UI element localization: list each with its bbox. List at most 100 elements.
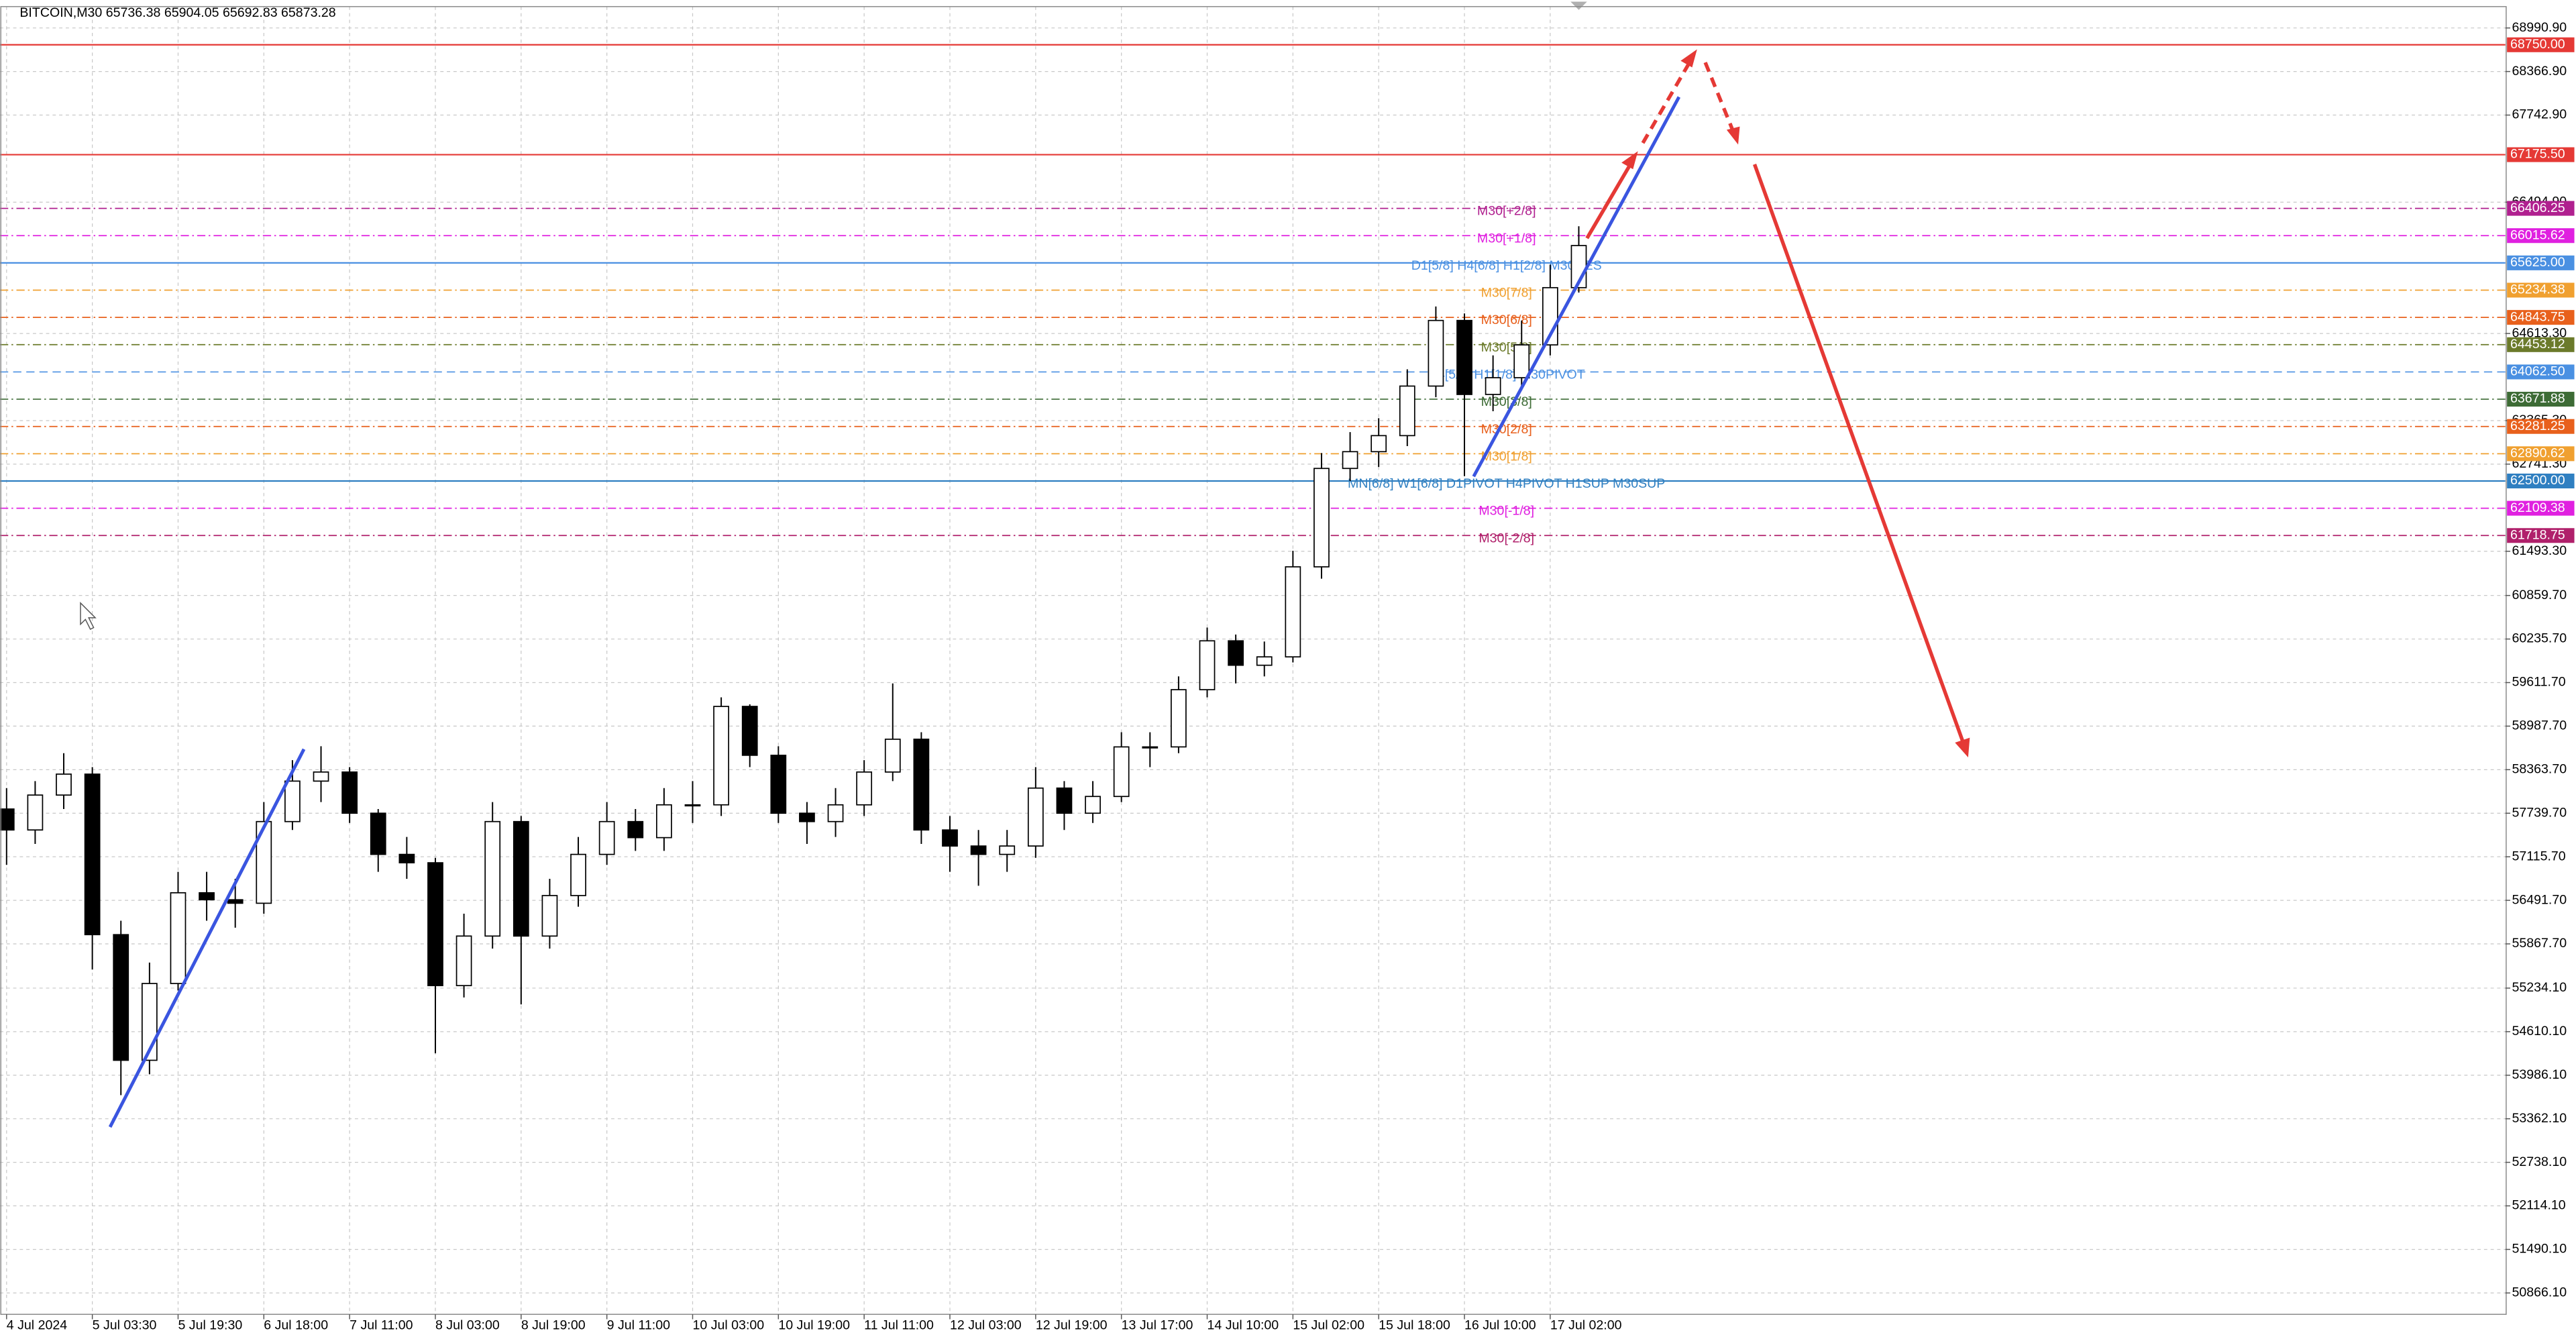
candle-body	[370, 812, 386, 855]
level-text: M30[7/8]	[1481, 286, 1532, 301]
y-tick-label: 55234.10	[2512, 980, 2567, 995]
candle-body	[656, 804, 672, 839]
level-price-box	[2507, 419, 2575, 434]
level-price-box	[2507, 37, 2575, 52]
candle-body	[455, 935, 472, 987]
level-text: M30[1/8]	[1481, 449, 1532, 464]
level-text: H4[5/8] H1[1/8] M30PIVOT	[1428, 368, 1585, 382]
level-price-box	[2507, 255, 2575, 270]
candle-body	[427, 862, 443, 987]
x-tick-label: 10 Jul 03:00	[692, 1318, 764, 1333]
shift-marker	[1570, 1, 1587, 10]
y-tick-label: 58363.70	[2512, 762, 2567, 777]
candle-body	[0, 808, 15, 831]
y-tick-label: 59611.70	[2512, 675, 2565, 690]
x-tick-label: 9 Jul 11:00	[607, 1318, 670, 1333]
candle-body	[856, 771, 873, 806]
y-tick-label: 54610.10	[2512, 1024, 2567, 1038]
x-tick-label: 4 Jul 2024	[7, 1318, 67, 1333]
level-text: M30[3/8]	[1481, 394, 1532, 409]
candle-body	[256, 820, 272, 904]
level-price-box	[2507, 201, 2575, 216]
y-tick-label: 67742.90	[2512, 107, 2567, 122]
level-price-box	[2507, 528, 2575, 543]
level-text: M30[6/8]	[1481, 313, 1532, 327]
y-tick-label: 53362.10	[2512, 1111, 2567, 1126]
level-price-box	[2507, 147, 2575, 162]
candle-body	[741, 706, 758, 756]
candle-body	[541, 895, 558, 937]
level-price-label: 61718.75	[2510, 527, 2565, 542]
level-price-label: 62109.38	[2510, 500, 2565, 515]
candle-body	[1513, 344, 1530, 378]
y-tick-label: 60859.70	[2512, 588, 2567, 602]
x-tick-label: 10 Jul 19:00	[778, 1318, 850, 1333]
candle-body	[598, 820, 615, 855]
level-price-label: 67175.50	[2510, 147, 2565, 162]
candle-body	[199, 892, 215, 901]
candle-body	[227, 899, 244, 904]
x-tick-label: 16 Jul 10:00	[1464, 1318, 1536, 1333]
x-tick-label: 17 Jul 02:00	[1550, 1318, 1622, 1333]
x-tick-label: 11 Jul 11:00	[864, 1318, 934, 1333]
candle-body	[1228, 640, 1244, 666]
arrow	[1703, 62, 1735, 132]
y-tick-label: 68990.90	[2512, 20, 2567, 35]
x-tick-label: 12 Jul 03:00	[950, 1318, 1022, 1333]
level-text: MN[6/8] W1[6/8] D1PIVOT H4PIVOT H1SUP M3…	[1348, 476, 1665, 491]
level-price-label: 64453.12	[2510, 337, 2565, 352]
candle-body	[1027, 787, 1044, 847]
candle-body	[513, 820, 529, 937]
level-price-box	[2507, 446, 2575, 462]
candle-body	[1342, 451, 1358, 470]
arrow	[1585, 162, 1633, 239]
candle-body	[913, 739, 930, 831]
y-tick-label: 52114.10	[2512, 1198, 2565, 1213]
level-price-label: 68750.00	[2510, 37, 2565, 52]
price-axis: 68990.9068366.9067742.9066494.9064613.30…	[6, 20, 2575, 1333]
x-tick-label: 5 Jul 03:30	[93, 1318, 157, 1333]
candle-body	[799, 812, 815, 822]
candle-body	[827, 804, 844, 822]
arrow-head	[1955, 737, 1970, 758]
y-tick-label: 55867.70	[2512, 936, 2567, 951]
candle-body	[1056, 787, 1073, 814]
x-tick-label: 8 Jul 03:00	[435, 1318, 500, 1333]
level-price-label: 66015.62	[2510, 227, 2565, 242]
level-price-box	[2507, 500, 2575, 516]
arrow-head	[1726, 126, 1740, 145]
candle-body	[1171, 689, 1187, 748]
candle-body	[999, 845, 1016, 855]
y-tick-label: 51490.10	[2512, 1242, 2567, 1256]
cursor	[80, 602, 97, 630]
y-tick-label: 52738.10	[2512, 1155, 2567, 1169]
level-price-box	[2507, 473, 2575, 489]
candle-body	[884, 739, 901, 773]
y-tick-label: 64613.30	[2512, 325, 2567, 340]
level-price-label: 63281.25	[2510, 419, 2565, 433]
candle-body	[684, 804, 701, 807]
x-tick-label: 8 Jul 19:00	[521, 1318, 586, 1333]
candle-body	[1428, 319, 1444, 387]
y-tick-label: 53986.10	[2512, 1067, 2567, 1082]
y-tick-label: 56491.70	[2512, 892, 2567, 907]
candle-body	[1113, 746, 1130, 798]
trend-line	[108, 748, 306, 1128]
chart-title: BITCOIN,M30 65736.38 65904.05 65692.83 6…	[19, 5, 335, 20]
candle-body	[1371, 435, 1387, 453]
level-price-label: 64062.50	[2510, 364, 2565, 379]
level-price-box	[2507, 392, 2575, 407]
x-tick-label: 15 Jul 18:00	[1379, 1318, 1450, 1333]
candle-body	[56, 773, 72, 796]
candles	[0, 226, 1587, 1095]
x-tick-label: 7 Jul 11:00	[350, 1318, 413, 1333]
y-tick-label: 58987.70	[2512, 718, 2567, 733]
candle-body	[170, 892, 186, 984]
level-price-box	[2507, 310, 2575, 325]
candle-body	[398, 853, 415, 863]
level-text: M30[+2/8]	[1477, 204, 1536, 219]
x-tick-label: 12 Jul 19:00	[1036, 1318, 1108, 1333]
